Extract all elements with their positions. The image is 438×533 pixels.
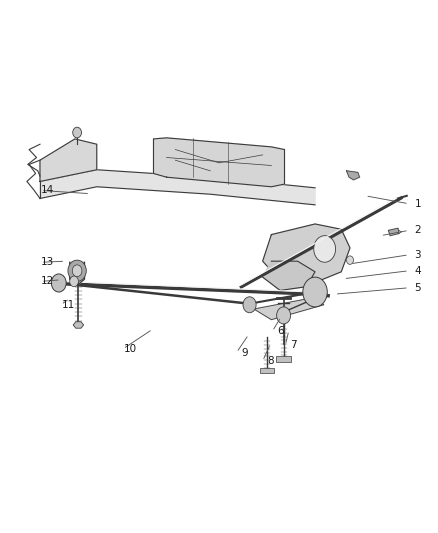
Text: 1: 1 bbox=[414, 199, 421, 209]
Polygon shape bbox=[389, 228, 399, 236]
Text: 2: 2 bbox=[414, 225, 421, 236]
Text: 9: 9 bbox=[241, 348, 247, 358]
Polygon shape bbox=[40, 169, 315, 205]
Circle shape bbox=[314, 236, 336, 262]
Text: 8: 8 bbox=[267, 356, 274, 366]
Text: 3: 3 bbox=[414, 250, 421, 260]
Text: 4: 4 bbox=[414, 266, 421, 276]
FancyBboxPatch shape bbox=[276, 356, 291, 362]
Circle shape bbox=[243, 297, 256, 313]
Ellipse shape bbox=[72, 265, 82, 277]
Circle shape bbox=[346, 256, 353, 264]
Text: 13: 13 bbox=[41, 257, 54, 267]
Text: 10: 10 bbox=[124, 344, 138, 354]
FancyBboxPatch shape bbox=[261, 368, 274, 373]
Circle shape bbox=[277, 307, 290, 324]
Text: 12: 12 bbox=[41, 277, 54, 286]
Polygon shape bbox=[70, 262, 85, 284]
Circle shape bbox=[73, 127, 81, 138]
Text: 14: 14 bbox=[41, 185, 54, 196]
Text: 6: 6 bbox=[277, 326, 283, 336]
Text: 7: 7 bbox=[290, 340, 297, 350]
Polygon shape bbox=[346, 171, 360, 180]
Polygon shape bbox=[263, 224, 350, 285]
Circle shape bbox=[303, 277, 327, 307]
Polygon shape bbox=[40, 139, 97, 181]
Text: 11: 11 bbox=[62, 300, 75, 310]
Text: 5: 5 bbox=[414, 283, 421, 293]
Polygon shape bbox=[73, 322, 84, 328]
Circle shape bbox=[70, 276, 78, 287]
Ellipse shape bbox=[68, 260, 86, 281]
Circle shape bbox=[51, 274, 66, 292]
Polygon shape bbox=[153, 138, 285, 187]
Polygon shape bbox=[254, 297, 324, 320]
Polygon shape bbox=[263, 261, 315, 290]
